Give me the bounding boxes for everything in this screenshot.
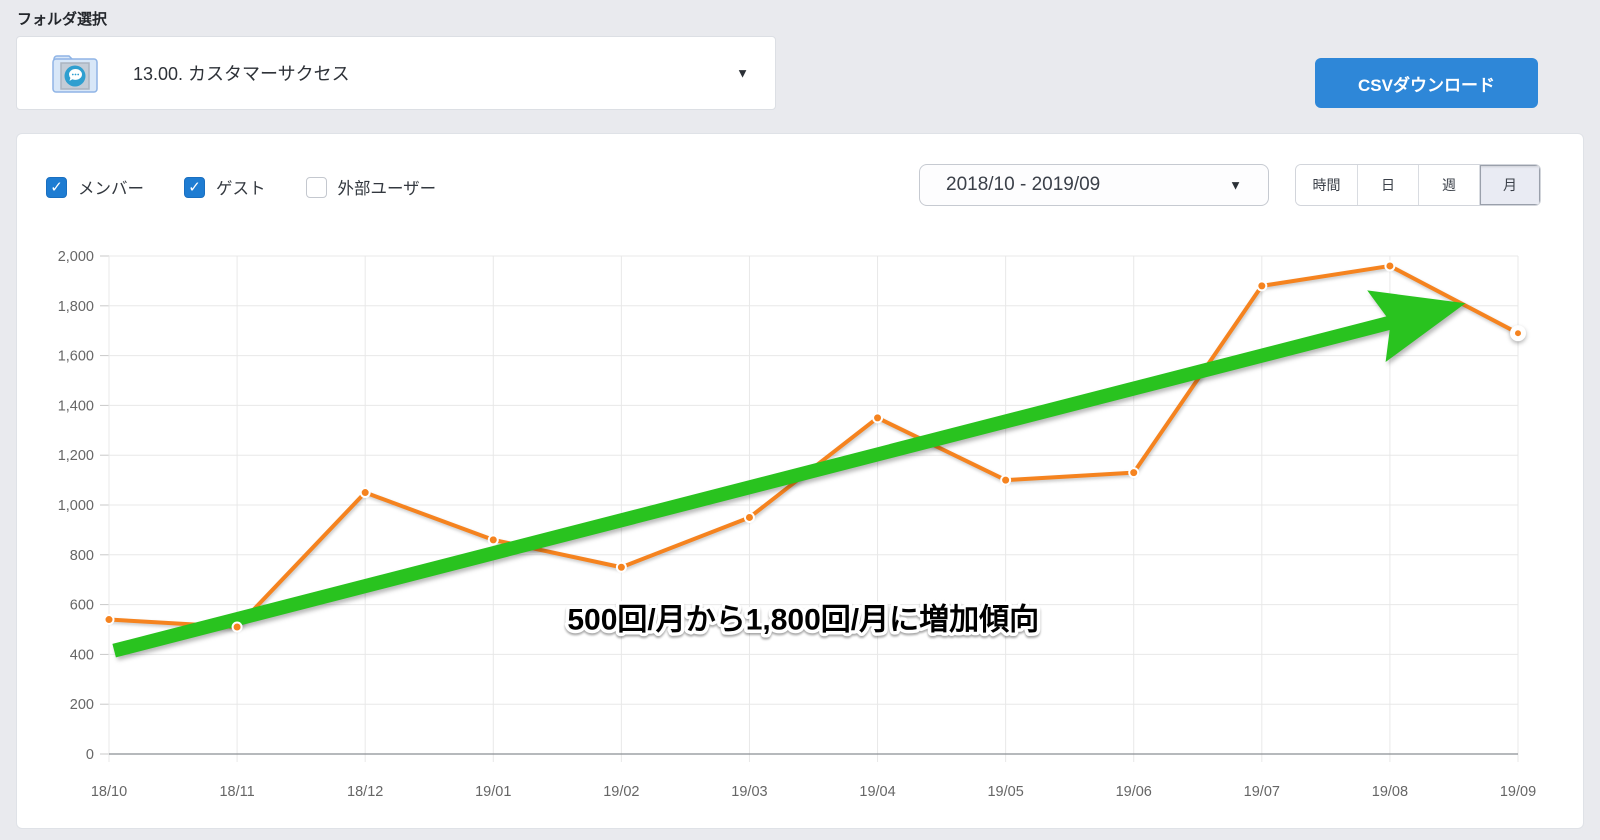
x-tick-label: 19/06 xyxy=(1116,784,1152,800)
y-tick-label: 1,400 xyxy=(58,398,94,414)
data-point[interactable] xyxy=(1128,467,1140,479)
y-tick-label: 1,600 xyxy=(58,349,94,365)
trend-arrow xyxy=(112,290,1466,658)
data-point[interactable] xyxy=(103,614,115,626)
external-user-checkbox[interactable]: ✓ xyxy=(305,176,327,198)
filter-member[interactable]: ✓ メンバー xyxy=(46,175,144,199)
period-button-month[interactable]: 月 xyxy=(1479,165,1540,205)
member-checkbox-label: メンバー xyxy=(78,180,144,198)
period-button-hour[interactable]: 時間 xyxy=(1296,165,1357,205)
y-tick-label: 1,200 xyxy=(58,448,94,464)
y-tick-label: 0 xyxy=(86,747,94,763)
data-point[interactable] xyxy=(231,621,243,633)
data-point[interactable] xyxy=(487,534,499,546)
y-tick-label: 600 xyxy=(70,598,94,614)
filter-external-user[interactable]: ✓ 外部ユーザー xyxy=(305,175,437,199)
data-point[interactable] xyxy=(743,511,755,523)
check-icon: ✓ xyxy=(50,178,63,196)
x-tick-label: 19/01 xyxy=(475,784,511,800)
period-toggle-group: 時間 日 週 月 xyxy=(1295,164,1541,206)
date-range-select[interactable]: 2018/10 - 2019/09 ▼ xyxy=(919,164,1269,206)
data-point[interactable] xyxy=(1510,325,1526,342)
check-icon: ✓ xyxy=(188,178,201,196)
filter-row: ✓ メンバー ✓ ゲスト ✓ 外部ユーザー xyxy=(46,173,476,201)
x-tick-label: 18/12 xyxy=(347,784,383,800)
guest-checkbox-label: ゲスト xyxy=(216,180,266,198)
data-point[interactable] xyxy=(1000,474,1012,486)
x-tick-label: 19/07 xyxy=(1244,784,1280,800)
y-tick-label: 2,000 xyxy=(58,249,94,265)
x-tick-label: 18/10 xyxy=(91,784,127,800)
chevron-down-icon: ▼ xyxy=(1229,177,1242,193)
x-tick-label: 19/03 xyxy=(731,784,767,800)
y-tick-label: 800 xyxy=(70,548,94,564)
series-line xyxy=(107,263,1520,630)
line-chart: 0 200 400 600 800 1,000 1,200 1,400 1,600 1,800 2,… xyxy=(58,249,1536,800)
x-tick-label: 19/08 xyxy=(1372,784,1408,800)
folder-chat-icon xyxy=(51,52,99,94)
date-range-value: 2018/10 - 2019/09 xyxy=(946,174,1101,195)
data-point[interactable] xyxy=(872,412,884,424)
annotation-text: 500回/月から1,800回/月に増加傾向 xyxy=(567,603,1039,636)
data-point[interactable] xyxy=(1384,260,1396,272)
y-tick-label: 400 xyxy=(70,647,94,663)
x-tick-label: 19/05 xyxy=(987,784,1023,800)
data-point[interactable] xyxy=(615,561,627,573)
folder-select-dropdown[interactable]: 13.00. カスタマーサクセス ▼ xyxy=(16,36,776,110)
data-point[interactable] xyxy=(359,487,371,499)
x-tick-label: 19/09 xyxy=(1500,784,1536,800)
data-point[interactable] xyxy=(1256,280,1268,292)
external-user-checkbox-label: 外部ユーザー xyxy=(337,180,437,198)
folder-select-value: 13.00. カスタマーサクセス xyxy=(133,64,350,84)
x-tick-label: 18/11 xyxy=(219,784,254,800)
csv-download-button[interactable]: CSVダウンロード xyxy=(1315,58,1538,108)
y-tick-label: 1,000 xyxy=(58,498,94,514)
period-button-week[interactable]: 週 xyxy=(1418,165,1479,205)
member-checkbox[interactable]: ✓ xyxy=(46,176,67,198)
period-button-day[interactable]: 日 xyxy=(1357,165,1418,205)
y-tick-label: 1,800 xyxy=(58,299,94,315)
x-tick-label: 19/04 xyxy=(859,784,895,800)
folder-select-label: フォルダ選択 xyxy=(17,11,108,28)
y-tick-label: 200 xyxy=(70,697,94,713)
filter-guest[interactable]: ✓ ゲスト xyxy=(184,175,266,199)
guest-checkbox[interactable]: ✓ xyxy=(184,176,205,198)
chart-panel: 0 200 400 600 800 1,000 1,200 1,400 1,600 1,800 2,… xyxy=(16,133,1584,829)
chevron-down-icon: ▼ xyxy=(736,65,749,81)
x-tick-label: 19/02 xyxy=(603,784,639,800)
